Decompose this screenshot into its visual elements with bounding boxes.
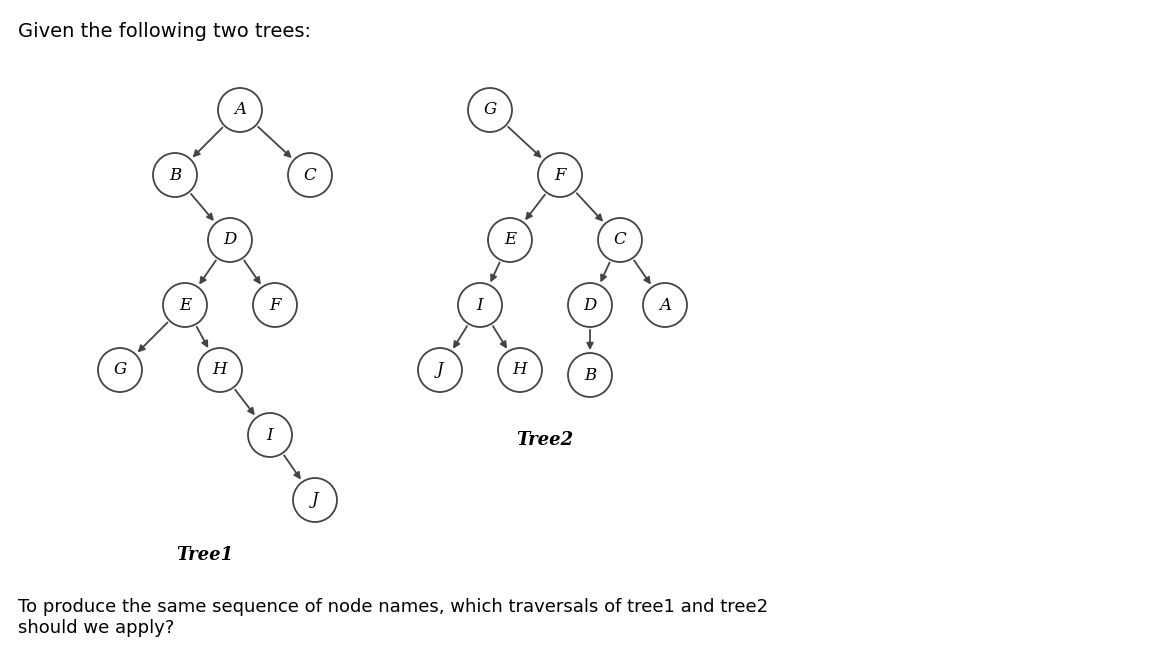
Text: F: F [269, 296, 280, 314]
Text: Tree1: Tree1 [176, 546, 234, 564]
Circle shape [488, 218, 532, 262]
Circle shape [198, 348, 242, 392]
Text: J: J [437, 362, 443, 378]
Circle shape [498, 348, 542, 392]
Circle shape [598, 218, 642, 262]
Circle shape [99, 348, 143, 392]
Circle shape [568, 283, 612, 327]
Text: E: E [178, 296, 191, 314]
Text: B: B [584, 366, 596, 384]
Text: J: J [312, 492, 319, 509]
Circle shape [248, 413, 292, 457]
Circle shape [163, 283, 207, 327]
Circle shape [293, 478, 337, 522]
Circle shape [287, 153, 331, 197]
Text: G: G [114, 362, 126, 378]
Text: G: G [483, 101, 496, 119]
Circle shape [568, 353, 612, 397]
Circle shape [418, 348, 462, 392]
Circle shape [458, 283, 502, 327]
Text: E: E [504, 232, 516, 248]
Circle shape [643, 283, 687, 327]
Text: A: A [659, 296, 671, 314]
Text: D: D [583, 296, 597, 314]
Text: C: C [304, 166, 316, 184]
Circle shape [538, 153, 582, 197]
Text: To produce the same sequence of node names, which traversals of tree1 and tree2
: To produce the same sequence of node nam… [19, 598, 768, 637]
Circle shape [207, 218, 252, 262]
Text: C: C [613, 232, 626, 248]
Text: F: F [554, 166, 566, 184]
Text: H: H [213, 362, 227, 378]
Text: I: I [267, 426, 274, 444]
Circle shape [218, 88, 262, 132]
Circle shape [253, 283, 297, 327]
Text: D: D [224, 232, 236, 248]
Circle shape [468, 88, 512, 132]
Text: Given the following two trees:: Given the following two trees: [19, 22, 311, 41]
Text: I: I [476, 296, 483, 314]
Text: H: H [512, 362, 527, 378]
Text: Tree2: Tree2 [517, 431, 574, 449]
Circle shape [153, 153, 197, 197]
Text: A: A [234, 101, 246, 119]
Text: B: B [169, 166, 181, 184]
